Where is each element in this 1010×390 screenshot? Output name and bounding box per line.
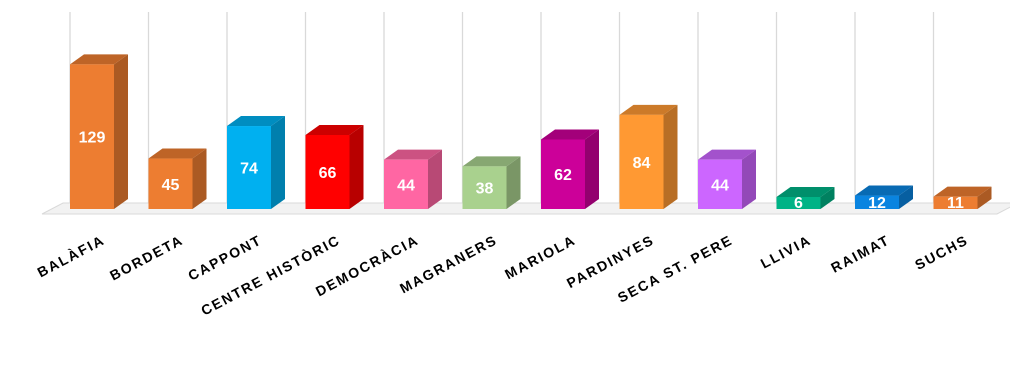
bar-side — [428, 149, 442, 209]
bar — [776, 187, 835, 209]
floor-plane — [41, 202, 1010, 215]
bar-top — [462, 156, 521, 167]
bar-front — [698, 159, 742, 209]
bar-front — [462, 166, 507, 209]
data-label: 44 — [711, 177, 729, 194]
bar — [384, 149, 442, 209]
category-label: BALÀFIA — [35, 232, 108, 281]
data-label: 11 — [947, 195, 964, 212]
data-label: 62 — [554, 167, 572, 184]
gridlines — [69, 12, 935, 211]
category-label: BORDETA — [107, 232, 186, 284]
category-label: SUCHS — [912, 232, 971, 273]
bar-front — [70, 64, 114, 209]
bar-front — [776, 197, 821, 209]
bar-top — [698, 149, 756, 160]
data-label: 84 — [633, 155, 651, 172]
bar-side — [977, 186, 992, 209]
data-labels: 129 45 74 66 44 38 62 84 44 6 12 11 — [79, 130, 964, 212]
chart-floor — [41, 202, 1010, 215]
bar — [855, 185, 913, 209]
bar-front — [305, 135, 350, 209]
bar-side — [192, 148, 207, 209]
bar — [698, 149, 756, 209]
bar-top — [305, 125, 364, 135]
data-label: 12 — [868, 195, 886, 212]
bar-front — [384, 159, 428, 209]
bar-top — [227, 116, 285, 127]
bar-top — [933, 186, 992, 197]
bar-side — [349, 125, 364, 209]
bar-side — [663, 104, 678, 209]
data-label: 44 — [397, 177, 415, 194]
bar-front — [541, 139, 585, 209]
data-label: 45 — [162, 177, 180, 194]
data-label: 129 — [79, 130, 106, 147]
bar-side — [742, 149, 756, 209]
data-label: 38 — [476, 181, 494, 198]
data-label: 6 — [794, 195, 803, 212]
bar-front — [619, 114, 664, 209]
bar-top — [70, 54, 128, 65]
bar-side — [271, 116, 285, 209]
bar-top — [148, 148, 207, 159]
bar — [933, 186, 992, 209]
bar — [227, 116, 285, 209]
bar-top — [541, 129, 599, 140]
bar-front — [148, 158, 193, 209]
category-label: CENTRE HISTÒRIC — [198, 231, 343, 319]
bar-top — [619, 104, 678, 115]
bar — [70, 54, 128, 210]
category-label: RAIMAT — [828, 232, 892, 276]
bar — [619, 104, 678, 209]
bar — [541, 129, 599, 209]
data-label: 66 — [319, 165, 337, 182]
bar-side — [506, 156, 521, 209]
bar — [462, 156, 521, 209]
bar-front — [855, 195, 899, 209]
bar — [148, 148, 207, 209]
bar-side — [820, 187, 835, 209]
bar-front — [933, 196, 978, 209]
bar-top — [384, 149, 442, 160]
bar-front — [227, 126, 271, 209]
bar-top — [855, 185, 913, 196]
bar-top — [776, 187, 835, 197]
bar-side — [899, 185, 913, 209]
bars — [70, 54, 992, 210]
category-label: LLIVIA — [758, 232, 814, 272]
bar-side — [585, 129, 599, 209]
bar-side — [114, 54, 128, 210]
data-label: 74 — [240, 161, 258, 178]
bar — [305, 125, 364, 209]
